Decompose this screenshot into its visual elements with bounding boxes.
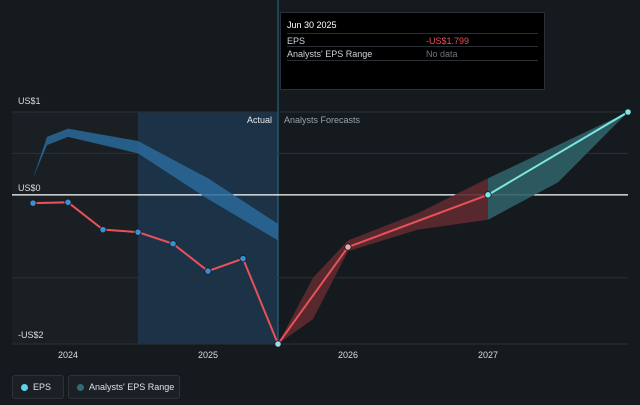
eps-point (169, 240, 177, 248)
actual-region (138, 112, 278, 344)
eps-point (274, 340, 282, 348)
forecast-range-band-negative (278, 178, 488, 344)
x-tick-label: 2027 (478, 350, 498, 360)
eps-point (64, 198, 72, 206)
forecast-label: Analysts Forecasts (284, 115, 361, 125)
eps-point (99, 226, 107, 234)
tooltip-range-label: Analysts' EPS Range (287, 49, 373, 59)
eps-point (29, 199, 37, 207)
eps-point (239, 255, 247, 263)
legend-eps-dot (21, 383, 28, 391)
tooltip-eps-value: -US$1.799 (426, 36, 470, 46)
eps-line-positive (487, 111, 629, 196)
legend-range-dot (77, 383, 84, 391)
actual-label: Actual (247, 115, 272, 125)
forecast-range-band-positive (488, 112, 628, 220)
legend-eps-label: EPS (33, 382, 52, 392)
past-region (12, 112, 138, 344)
y-tick-label: -US$2 (18, 330, 44, 340)
legend-range-label: Analysts' EPS Range (89, 382, 175, 392)
y-tick-label: US$1 (18, 96, 41, 106)
x-tick-label: 2025 (198, 350, 218, 360)
legend-eps-range[interactable]: Analysts' EPS Range (68, 375, 180, 399)
eps-line-negative (32, 193, 489, 347)
tooltip-eps-label: EPS (287, 36, 306, 46)
tooltip-range-value: No data (426, 49, 458, 59)
eps-point (204, 267, 212, 275)
y-tick-label: US$0 (18, 183, 41, 193)
eps-tooltip: Jun 30 2025 EPS -US$1.799 Analysts' EPS … (280, 12, 545, 90)
eps-point (134, 228, 142, 236)
x-tick-label: 2024 (58, 350, 78, 360)
x-tick-label: 2026 (338, 350, 358, 360)
tooltip-row-range: Analysts' EPS Range No data (287, 46, 538, 61)
tooltip-date: Jun 30 2025 (287, 20, 337, 30)
past-range-band (33, 128, 278, 241)
eps-point (484, 191, 492, 199)
tooltip-row-eps: EPS -US$1.799 (287, 33, 538, 47)
eps-point (624, 108, 632, 116)
legend-eps[interactable]: EPS (12, 375, 64, 399)
eps-point (344, 243, 352, 251)
